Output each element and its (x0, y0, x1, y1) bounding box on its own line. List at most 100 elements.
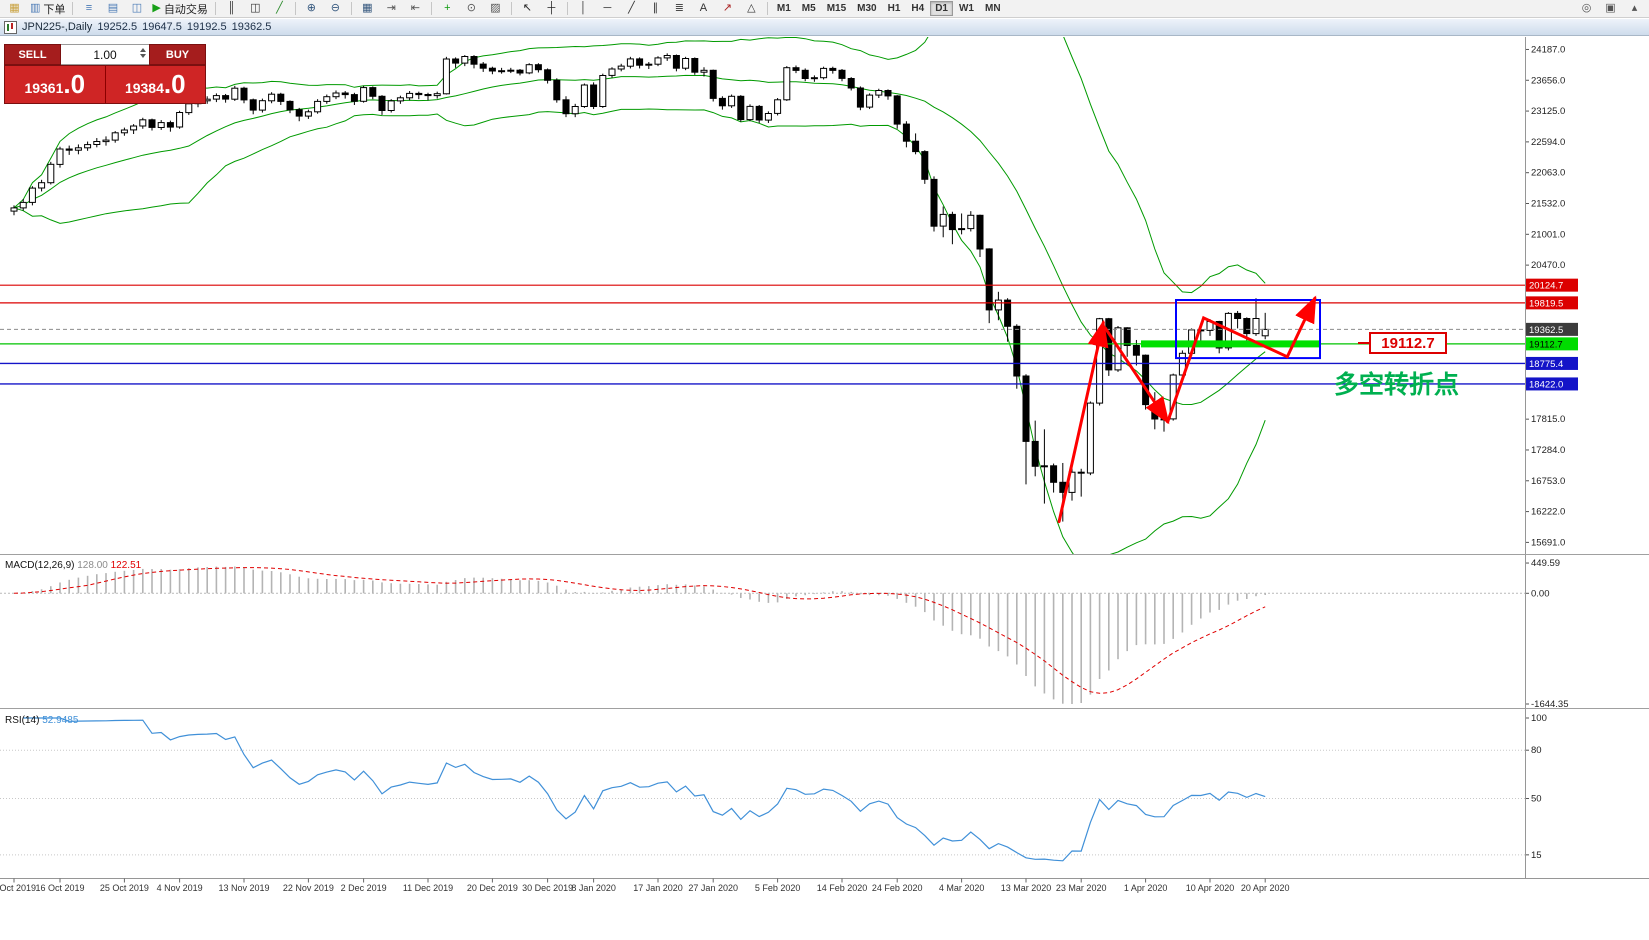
autotrading-button[interactable]: ▶ 自动交易 (149, 0, 210, 17)
volume-field[interactable]: 1.00 (61, 44, 149, 65)
volume-down-icon[interactable] (140, 54, 146, 58)
chart-canvas[interactable]: 19112.7 多空转折点 24187.0 23656.0 23125.0 22594.0… (0, 37, 1649, 897)
volume-spinner[interactable] (140, 48, 146, 58)
zoom-in-icon[interactable]: ⊕ (300, 0, 323, 17)
date-tick-label: 17 Jan 2020 (633, 883, 683, 893)
line-chart-icon[interactable]: ╱ (268, 0, 291, 17)
candle (295, 109, 303, 117)
candlestick-chart-icon[interactable]: ◫ (244, 0, 267, 17)
trend-arrow[interactable] (1166, 295, 1317, 424)
volume-up-icon[interactable] (140, 48, 146, 52)
timeframe-m1-button[interactable]: M1 (776, 3, 791, 14)
consolidation-rectangle[interactable] (1175, 299, 1321, 360)
candle (1215, 321, 1223, 349)
fibonacci-icon[interactable]: ≣ (668, 0, 691, 17)
arrow-tool-icon[interactable]: ↗ (716, 0, 739, 17)
charts-icon-glyph: ▦ (9, 2, 20, 14)
cursor-icon[interactable]: ↖ (516, 0, 539, 17)
candle (820, 67, 828, 79)
price-flag-box[interactable] (1369, 332, 1447, 354)
date-tick-label: 9 Oct 2019 (0, 883, 36, 893)
candle (1004, 299, 1012, 327)
date-tick-label: 5 Feb 2020 (755, 883, 801, 893)
main-chart-panel[interactable]: 19112.7 多空转折点 (0, 37, 1525, 566)
candle (249, 99, 257, 111)
date-tick-label: 16 Oct 2019 (35, 883, 84, 893)
chart-shift-icon[interactable]: ⇤ (404, 0, 427, 17)
tile-windows-icon[interactable]: ▦ (356, 0, 379, 17)
timeframe-d1-button[interactable]: D1 (930, 1, 953, 16)
text-label-icon[interactable]: A (692, 0, 715, 17)
candle (350, 94, 358, 102)
bid-price-display[interactable]: 19361.0 (5, 66, 105, 103)
shapes-icon[interactable]: △ (740, 0, 763, 17)
price-tick-label: 17815.0 (1531, 414, 1565, 425)
price-badge-label: 18775.4 (1529, 359, 1563, 370)
timeframe-h1-button[interactable]: H1 (887, 3, 901, 14)
periods-icon[interactable]: ⊙ (460, 0, 483, 17)
candle (810, 77, 818, 80)
indicator-search-icon[interactable]: ◎ (1575, 0, 1598, 17)
sell-button[interactable]: SELL (4, 44, 61, 65)
price-badge (1526, 377, 1578, 391)
zoom-out-icon[interactable]: ⊖ (324, 0, 347, 17)
candle (387, 100, 395, 112)
rsi-line (23, 717, 1266, 862)
trend-arrow[interactable] (1103, 326, 1170, 425)
bar-chart-icon[interactable]: ║ (220, 0, 243, 17)
trendline-icon-glyph: ╱ (628, 2, 635, 14)
trendline-icon[interactable]: ╱ (620, 0, 643, 17)
date-tick-label: 22 Nov 2019 (283, 883, 334, 893)
date-tick-label: 8 Jan 2020 (571, 883, 616, 893)
layout-icon[interactable]: ▣ (1599, 0, 1622, 17)
rsi-panel[interactable] (0, 717, 1525, 862)
candle (534, 64, 542, 71)
collapse-toolbar-icon[interactable]: ▴ (1623, 0, 1646, 17)
indicators-button[interactable]: + (436, 0, 459, 17)
timeframe-w1-button[interactable]: W1 (958, 3, 974, 14)
crosshair-icon[interactable]: ┼ (540, 0, 563, 17)
candle (764, 113, 772, 121)
autotrading-button-label: 自动交易 (163, 3, 208, 16)
candle (139, 119, 147, 127)
candle (626, 58, 634, 67)
channel-icon[interactable]: ∥ (644, 0, 667, 17)
price-axis[interactable]: 24187.0 23656.0 23125.0 22594.0 22063.0 21532… (1525, 44, 1578, 548)
market-watch-icon-glyph: ≡ (85, 2, 93, 14)
auto-scroll-icon[interactable]: ⇥ (380, 0, 403, 17)
candle (176, 112, 184, 128)
ask-price-display[interactable]: 19384.0 (104, 66, 205, 103)
toolbar-separator (214, 2, 216, 15)
trend-arrow[interactable] (1057, 319, 1109, 524)
templates-icon[interactable]: ▨ (484, 0, 507, 17)
price-badge (1526, 356, 1578, 370)
date-tick-label: 14 Feb 2020 (817, 883, 868, 893)
charts-icon[interactable]: ▦ (3, 0, 26, 17)
volume-value: 1.00 (93, 47, 117, 62)
macd-panel[interactable] (0, 566, 1525, 705)
turning-point-annotation: 多空转折点 (1334, 370, 1459, 399)
horizontal-line-icon[interactable]: ─ (596, 0, 619, 17)
timeframe-h4-button[interactable]: H4 (911, 3, 925, 14)
candle (415, 92, 423, 96)
new-order-button[interactable]: ▥ 下单 (27, 0, 68, 17)
date-tick-label: 23 Mar 2020 (1056, 883, 1107, 893)
navigator-icon[interactable]: ◫ (125, 0, 148, 17)
vertical-line-icon[interactable]: │ (572, 0, 595, 17)
price-badge (1526, 322, 1578, 336)
market-watch-icon[interactable]: ≡ (77, 0, 100, 17)
toolbar-separator (766, 2, 768, 15)
candle (948, 213, 956, 231)
timeframe-m5-button[interactable]: M5 (801, 3, 816, 14)
buy-button[interactable]: BUY (149, 44, 206, 65)
candle (608, 68, 616, 76)
bar-chart-icon-glyph: ║ (227, 2, 236, 14)
date-tick-label: 1 Apr 2020 (1124, 883, 1168, 893)
support-band[interactable] (1141, 340, 1320, 348)
timeframe-mn-button[interactable]: MN (984, 3, 1001, 14)
timeframe-m15-button[interactable]: M15 (826, 3, 847, 14)
timeframe-m30-button[interactable]: M30 (857, 3, 877, 14)
candle (93, 141, 101, 145)
data-window-icon[interactable]: ▤ (101, 0, 124, 17)
